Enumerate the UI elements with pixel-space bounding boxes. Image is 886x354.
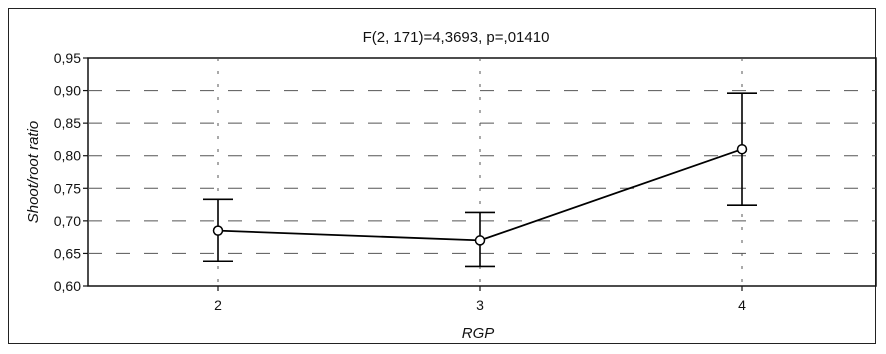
x-tick-label: 4 bbox=[738, 297, 746, 313]
y-tick-label: 0,75 bbox=[54, 180, 81, 196]
y-tick-label: 0,60 bbox=[54, 278, 81, 294]
x-axis-ticks: 2 3 4 bbox=[214, 286, 746, 313]
y-tick-label: 0,70 bbox=[54, 213, 81, 229]
data-points bbox=[212, 143, 748, 246]
data-point bbox=[736, 143, 748, 155]
y-tick-label: 0,90 bbox=[54, 83, 81, 99]
y-axis-title: Shoot/root ratio bbox=[25, 121, 42, 224]
x-axis-title: RGP bbox=[462, 325, 495, 342]
data-point bbox=[212, 225, 224, 236]
chart-title: F(2, 171)=4,3693, p=,01410 bbox=[363, 29, 550, 46]
y-tick-label: 0,80 bbox=[54, 148, 81, 164]
y-axis-ticks: 0,60 0,65 0,70 0,75 0,80 0,85 0,90 0,95 bbox=[54, 50, 88, 294]
y-tick-label: 0,85 bbox=[54, 115, 81, 131]
y-tick-label: 0,65 bbox=[54, 245, 81, 261]
x-tick-label: 3 bbox=[476, 297, 484, 313]
plot-area bbox=[87, 57, 877, 287]
data-point bbox=[474, 235, 486, 246]
x-tick-label: 2 bbox=[214, 297, 222, 313]
grid-lines bbox=[88, 58, 876, 286]
y-tick-label: 0,95 bbox=[54, 50, 81, 66]
